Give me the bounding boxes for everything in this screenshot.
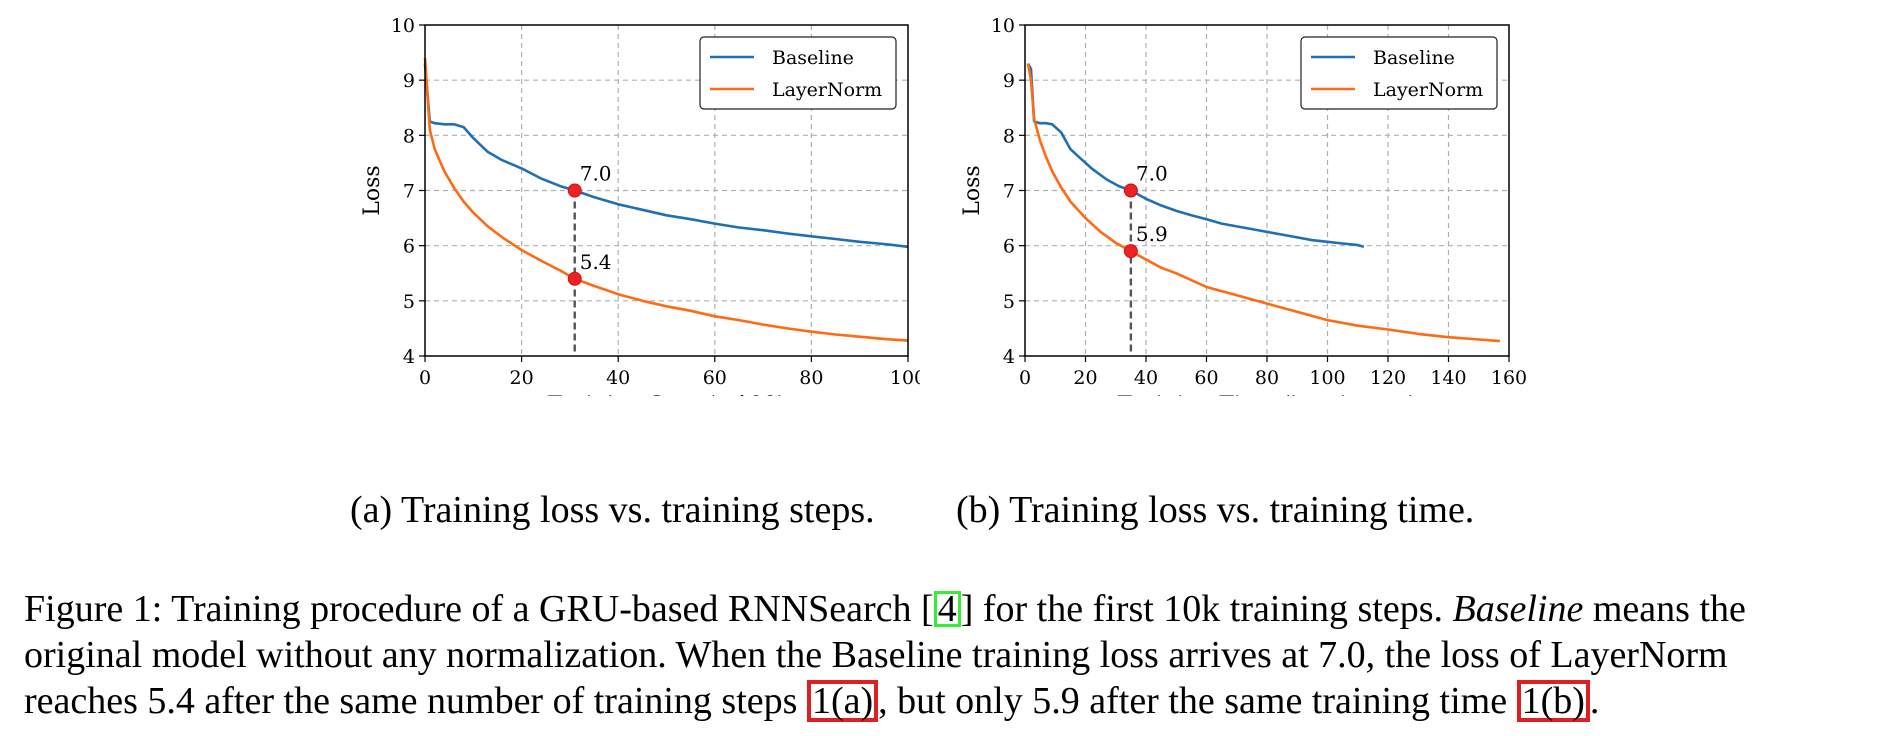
caption-text: . — [1589, 680, 1600, 722]
figure-caption: Figure 1: Training procedure of a GRU-ba… — [24, 586, 1869, 724]
x-tick-label: 120 — [1370, 367, 1406, 389]
figure-ref-1a-link[interactable]: 1(a) — [806, 680, 879, 722]
caption-text: , but only 5.9 after the same training t… — [878, 680, 1517, 722]
x-tick-label: 40 — [606, 367, 630, 389]
data-point-marker — [567, 183, 582, 198]
subcaption-b-text: Training loss vs. training time. — [1009, 489, 1475, 531]
subcaption-a-text: Training loss vs. training steps. — [401, 489, 875, 531]
data-point-label: 7.0 — [580, 162, 612, 186]
caption-line-2: original model without any normalization… — [24, 634, 1728, 676]
caption-text: means the — [1583, 588, 1746, 630]
x-tick-label: 160 — [1491, 367, 1527, 389]
legend-label: Baseline — [772, 47, 854, 69]
y-tick-label: 5 — [1003, 291, 1015, 313]
subcaption-a: (a) Training loss vs. training steps. — [350, 488, 875, 532]
caption-text: reaches 5.4 after the same number of tra… — [24, 680, 807, 722]
legend-box — [699, 36, 897, 110]
series-line-baseline — [1026, 62, 1365, 249]
data-point-label: 5.9 — [1136, 222, 1168, 246]
chart-a: 0 20 40 60 80 100 4 5 6 7 8 9 10 7.0 5.4 Training Step … — [360, 15, 920, 396]
x-tick-label: 40 — [1134, 367, 1158, 389]
y-tick-label: 5 — [403, 291, 415, 313]
x-tick-label: 20 — [1073, 367, 1097, 389]
caption-text: ] for the first 10k training steps. — [960, 588, 1453, 630]
citation-link[interactable]: 4 — [933, 590, 961, 628]
x-tick-label: 140 — [1430, 367, 1466, 389]
y-tick-label: 9 — [403, 70, 415, 92]
y-tick-label: 8 — [403, 125, 415, 147]
plot-frame — [424, 24, 909, 357]
data-point-marker — [1123, 183, 1138, 198]
caption-emphasis: Baseline — [1452, 588, 1584, 630]
x-tick-label: 0 — [1019, 367, 1031, 389]
y-tick-label: 7 — [403, 181, 415, 203]
x-tick-label: 60 — [703, 367, 727, 389]
figure-ref-1b-link[interactable]: 1(b) — [1516, 680, 1590, 722]
series-line-layernorm — [423, 58, 909, 342]
caption-line-1: Figure 1: Training procedure of a GRU-ba… — [24, 586, 1869, 632]
y-tick-label: 6 — [1003, 236, 1015, 258]
series-line-baseline — [423, 63, 909, 249]
x-tick-label: 100 — [1309, 367, 1345, 389]
caption-text: Figure 1: Training procedure of a GRU-ba… — [24, 588, 934, 630]
y-tick-label: 4 — [403, 346, 415, 368]
data-point-marker — [1123, 244, 1138, 259]
data-point-label: 7.0 — [1136, 162, 1168, 186]
x-tick-label: 80 — [1255, 367, 1279, 389]
series-line-layernorm — [1026, 63, 1500, 343]
x-tick-label: 100 — [890, 367, 920, 389]
legend-label: LayerNorm — [1373, 79, 1483, 101]
y-tick-label: 4 — [1003, 346, 1015, 368]
legend-label: LayerNorm — [772, 79, 882, 101]
y-tick-label: 6 — [403, 236, 415, 258]
x-axis-label: Training Step (x 100) — [547, 393, 785, 396]
data-point-label: 5.4 — [580, 250, 612, 274]
subcaption-a-tag: (a) — [350, 489, 393, 531]
y-tick-label: 9 — [1003, 70, 1015, 92]
x-tick-label: 20 — [510, 367, 534, 389]
y-tick-label: 10 — [991, 15, 1015, 37]
x-axis-label: Training Time (in minutes) — [1117, 393, 1416, 396]
y-tick-label: 7 — [1003, 181, 1015, 203]
y-tick-label: 10 — [391, 15, 415, 37]
legend-label: Baseline — [1373, 47, 1455, 69]
y-axis-label: Loss — [360, 165, 385, 215]
y-axis-label: Loss — [960, 165, 985, 215]
legend-box — [1300, 36, 1498, 110]
plot-frame — [1024, 24, 1510, 357]
data-point-marker — [567, 271, 582, 286]
x-tick-label: 60 — [1194, 367, 1218, 389]
caption-line-3: reaches 5.4 after the same number of tra… — [24, 678, 1869, 724]
x-tick-label: 80 — [799, 367, 823, 389]
subcaption-b-tag: (b) — [956, 489, 1001, 531]
chart-b: 0 20 40 60 80 100 120 140 160 4 5 6 7 8 9 10 7.0 5.9 Train… — [960, 15, 1527, 396]
y-tick-label: 8 — [1003, 125, 1015, 147]
subcaption-b: (b) Training loss vs. training time. — [956, 488, 1474, 532]
x-tick-label: 0 — [419, 367, 431, 389]
